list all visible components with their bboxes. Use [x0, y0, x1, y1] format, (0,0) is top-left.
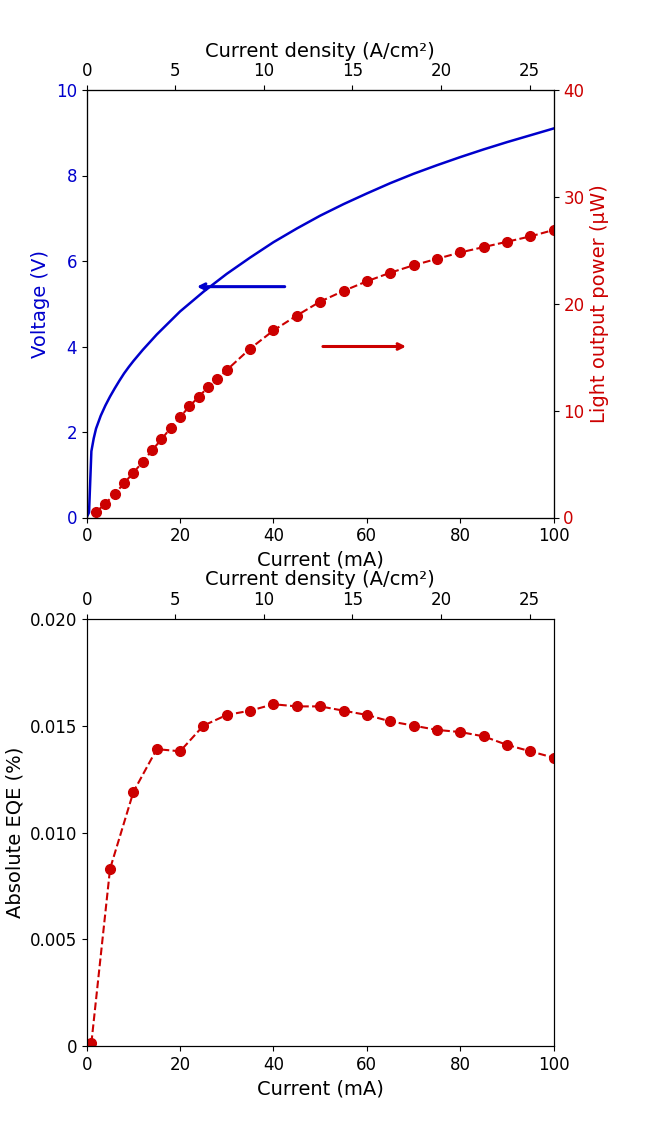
X-axis label: Current density (A/cm²): Current density (A/cm²): [205, 570, 435, 590]
Y-axis label: Light output power (μW): Light output power (μW): [590, 184, 609, 423]
Y-axis label: Voltage (V): Voltage (V): [31, 250, 50, 358]
X-axis label: Current (mA): Current (mA): [257, 551, 384, 569]
Y-axis label: Absolute EQE (%): Absolute EQE (%): [5, 747, 24, 918]
X-axis label: Current (mA): Current (mA): [257, 1080, 384, 1098]
X-axis label: Current density (A/cm²): Current density (A/cm²): [205, 42, 435, 61]
